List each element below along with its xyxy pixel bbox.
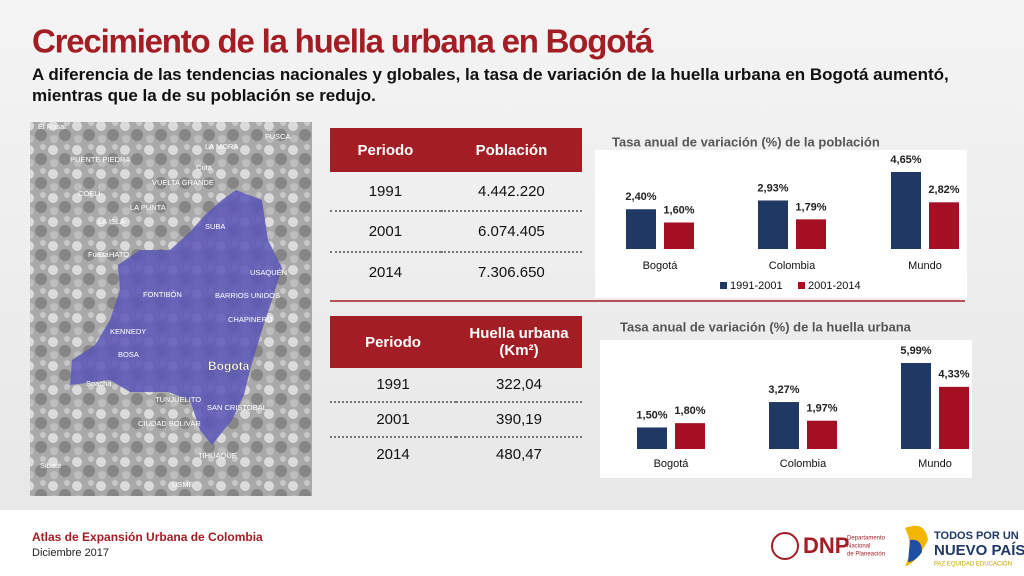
table-cell: 480,47	[496, 445, 542, 463]
bar	[758, 200, 788, 249]
map-label: TIHUAQUE	[198, 451, 237, 460]
map-label: USAQUÉN	[250, 268, 287, 277]
map-label: USME	[172, 480, 194, 489]
x-tick-label: Colombia	[780, 458, 827, 470]
table-cell: 1991	[330, 172, 441, 212]
map-label: BOSA	[118, 350, 139, 359]
table-cell: 322,04	[456, 368, 582, 403]
map-label: Soacha	[86, 379, 112, 388]
map-label: Funza	[88, 250, 110, 259]
value-label: 2,40%	[625, 191, 656, 203]
bar	[675, 423, 705, 449]
table-header: Huella urbana (Km²)	[456, 316, 582, 368]
footer-source: Atlas de Expansión Urbana de Colombia	[32, 530, 263, 544]
table-cell: 6.074.405	[440, 211, 582, 253]
table-cell: 2014	[376, 445, 410, 463]
x-tick-label: Mundo	[908, 260, 942, 272]
table-cell: 390,19	[456, 402, 582, 438]
value-label: 1,60%	[663, 204, 694, 216]
bar	[769, 402, 799, 449]
bar	[807, 420, 837, 449]
map-label: SUBA	[205, 222, 225, 231]
map-label: Bogota	[208, 359, 250, 373]
map-label: CIUDAD BOLIVAR	[138, 419, 201, 428]
dnp-name: Nacional	[847, 544, 870, 550]
map-label: FONTIBÓN	[143, 290, 182, 299]
urban-footprint	[70, 190, 282, 445]
bar	[796, 219, 826, 249]
subtitle: A diferencia de las tendencias nacionale…	[32, 65, 949, 105]
legend-label: 2001-2014	[808, 280, 861, 292]
legend-swatch	[798, 282, 805, 289]
bar	[939, 386, 969, 449]
value-label: 2,82%	[928, 184, 959, 196]
table-header: Población	[440, 128, 582, 172]
motto: PAZ EQUIDAD EDUCACIÓN	[934, 561, 1012, 568]
bar	[901, 363, 931, 449]
map-label: EL HATO	[98, 250, 129, 259]
map-label: COELI	[78, 189, 101, 198]
value-label: 4,33%	[938, 369, 969, 381]
value-label: 1,80%	[674, 405, 705, 417]
value-label: 4,65%	[890, 154, 921, 166]
bar	[664, 222, 694, 249]
map-label: TUNJUELITO	[155, 395, 201, 404]
chart-title: Tasa anual de variación (%) de la poblac…	[612, 134, 880, 149]
footer-band	[0, 510, 1024, 576]
slogan: TODOS POR UN	[934, 530, 1019, 542]
table-cell: 1991	[330, 368, 456, 403]
map-label: El Rosal	[38, 122, 66, 131]
legend-swatch	[720, 282, 727, 289]
map-label: FUSCA	[265, 132, 290, 141]
slogan: NUEVO PAÍS	[934, 542, 1024, 559]
table-cell: 4.442.220	[440, 172, 582, 212]
x-tick-label: Bogotá	[643, 260, 679, 272]
map-label: LA MORA	[205, 142, 238, 151]
legend-label: 1991-2001	[730, 280, 783, 292]
value-label: 5,99%	[900, 345, 931, 357]
dnp-name: de Planeación	[847, 552, 885, 558]
table-cell: 7.306.650	[478, 264, 545, 281]
chart-title: Tasa anual de variación (%) de la huella…	[620, 319, 912, 334]
footprint-table: Periodo Huella urbana (Km²) 1991 322,04 20…	[330, 316, 582, 470]
value-label: 3,27%	[768, 384, 799, 396]
bar	[891, 172, 921, 249]
dnp-logo: DNP	[803, 533, 849, 558]
dnp-emblem	[771, 532, 799, 560]
table-cell: 2001	[330, 402, 456, 438]
map-label: VUELTA GRANDE	[152, 178, 214, 187]
value-label: 2,93%	[757, 182, 788, 194]
map-label: Cota	[196, 163, 213, 172]
value-label: 1,50%	[636, 409, 667, 421]
table-header: Periodo	[330, 316, 456, 368]
table-header: Periodo	[330, 128, 441, 172]
x-tick-label: Mundo	[918, 458, 952, 470]
x-tick-label: Colombia	[769, 260, 816, 272]
map-label: LA ISLA	[98, 217, 125, 226]
title: Crecimiento de la huella urbana en Bogot…	[32, 23, 654, 60]
map-label: CHAPINERO	[228, 315, 273, 324]
map-label: BARRIOS UNIDOS	[215, 291, 280, 300]
bar	[929, 202, 959, 249]
map-label: LA PUNTA	[130, 203, 166, 212]
map-label: KENNEDY	[110, 327, 146, 336]
map-label: SAN CRISTOBAL	[207, 403, 267, 412]
value-label: 1,97%	[806, 403, 837, 415]
table-cell: 2001	[330, 211, 441, 253]
table-cell: 2014	[368, 264, 403, 281]
bar	[626, 209, 656, 249]
value-label: 1,79%	[795, 201, 826, 213]
map-label: Sibaté	[40, 461, 61, 470]
x-tick-label: Bogotá	[654, 458, 690, 470]
map-label: PUENTE PIEDRA	[70, 155, 130, 164]
gov-emblem	[908, 539, 922, 562]
dnp-name: Departamento	[847, 536, 886, 542]
population-table: Periodo Población 1991 4.442.220 2001 6.074…	[330, 128, 582, 292]
footer-date: Diciembre 2017	[32, 547, 109, 559]
bar	[637, 427, 667, 449]
